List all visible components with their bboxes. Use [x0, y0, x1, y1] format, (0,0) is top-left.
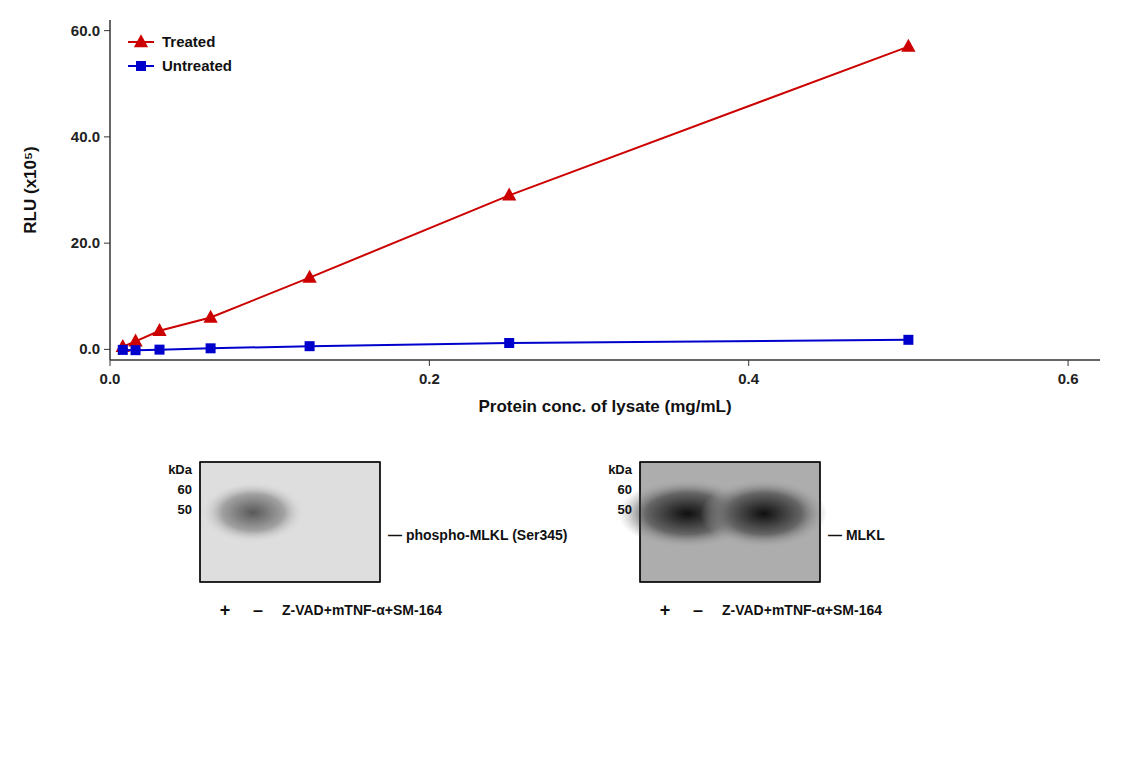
y-tick-label: 60.0 [71, 22, 100, 39]
annotation: – [693, 600, 703, 620]
y-axis-line [109, 20, 111, 360]
y-tick [104, 30, 110, 31]
blot-panel [618, 462, 827, 582]
blot-panel [200, 462, 380, 582]
y-tick-label: 40.0 [71, 128, 100, 145]
series [116, 39, 916, 352]
point [206, 343, 216, 353]
series-line [123, 340, 909, 350]
legend-label: Treated [162, 33, 215, 50]
point [504, 338, 514, 348]
annotation: + [220, 600, 231, 620]
axes: 0.0 0.2 0.4 0.6 0.0 20.0 40.0 60.0 [71, 20, 1100, 387]
legend-marker [134, 34, 148, 47]
point [305, 341, 315, 351]
annotation: 60 [618, 482, 632, 497]
point [203, 310, 217, 323]
y-tick [104, 243, 110, 244]
point [128, 334, 142, 347]
legend-label: Untreated [162, 57, 232, 74]
point [118, 345, 128, 355]
x-tick [1068, 360, 1069, 366]
x-axis-label: Protein conc. of lysate (mg/mL) [478, 397, 731, 416]
x-axis-line [110, 359, 1100, 361]
y-tick-label: 20.0 [71, 234, 100, 251]
annotation: — MLKL [828, 527, 885, 543]
x-tick [110, 360, 111, 366]
chart: 0.0 0.2 0.4 0.6 0.0 20.0 40.0 60.0 Protein conc.… [0, 0, 1141, 768]
annotation: 50 [178, 502, 192, 517]
point [302, 270, 316, 283]
annotation: 50 [618, 502, 632, 517]
series-line [123, 47, 909, 347]
blot-band [201, 482, 305, 543]
point [903, 335, 913, 345]
point [155, 345, 165, 355]
y-tick [104, 136, 110, 137]
x-tick [748, 360, 749, 366]
plot-data [116, 39, 916, 355]
annotation: Z-VAD+mTNF-α+SM-164 [282, 602, 442, 618]
blot-frame [200, 462, 380, 582]
x-tick [429, 360, 430, 366]
y-axis-label: RLU (x10⁵) [21, 146, 40, 233]
x-tick-label: 0.0 [100, 370, 121, 387]
point [131, 345, 141, 355]
annotation: kDa [608, 462, 633, 477]
annotation: Z-VAD+mTNF-α+SM-164 [722, 602, 882, 618]
annotation: – [253, 600, 263, 620]
legend-marker [136, 61, 146, 71]
y-tick-label: 0.0 [79, 340, 100, 357]
annotation: + [660, 600, 671, 620]
x-tick-label: 0.6 [1058, 370, 1079, 387]
point [152, 323, 166, 336]
legend: Treated Untreated [128, 33, 232, 74]
y-tick [104, 349, 110, 350]
series [118, 335, 914, 355]
x-tick-label: 0.4 [738, 370, 760, 387]
blot-background [200, 462, 380, 582]
annotation: kDa [168, 462, 193, 477]
annotation: — phospho-MLKL (Ser345) [388, 527, 567, 543]
annotation: 60 [178, 482, 192, 497]
point [901, 39, 915, 52]
blot-band [700, 479, 827, 548]
point [502, 188, 516, 201]
blot-frame [640, 462, 820, 582]
x-tick-label: 0.2 [419, 370, 440, 387]
